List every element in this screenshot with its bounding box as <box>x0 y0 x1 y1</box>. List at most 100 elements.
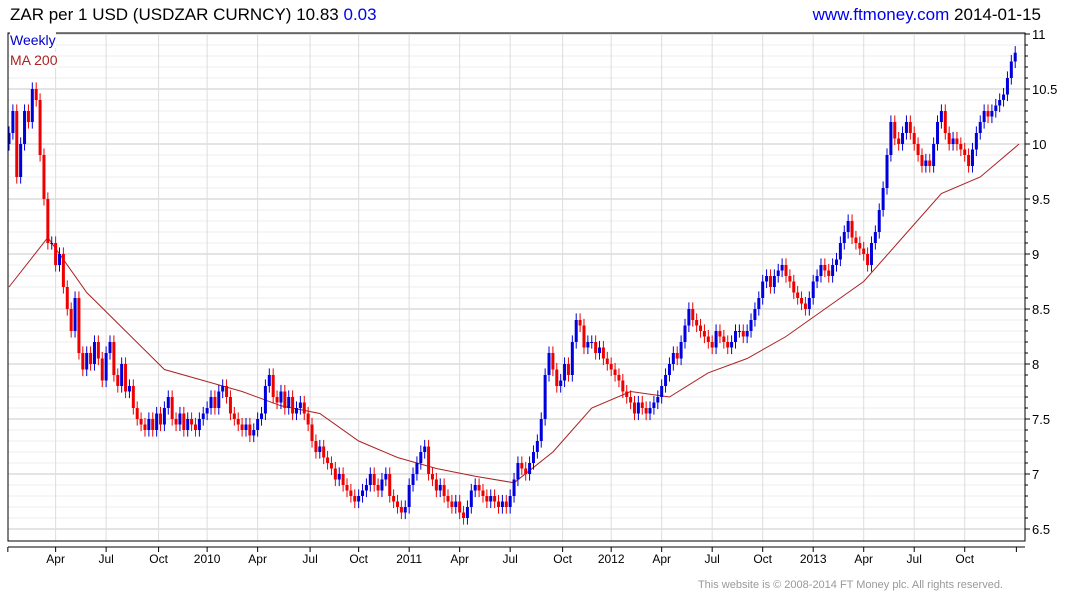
x-tick-label: Apr <box>652 552 671 566</box>
candle-up <box>547 346 551 382</box>
candle-body <box>69 309 73 331</box>
candle-body <box>959 144 963 150</box>
candle-up <box>776 263 780 283</box>
candle-body <box>749 320 753 331</box>
candle-body <box>819 265 823 276</box>
candle-up <box>197 412 201 437</box>
candle-down <box>768 269 772 294</box>
candle-body <box>302 402 306 414</box>
candle-body <box>963 149 967 155</box>
candle-body <box>392 496 396 502</box>
candle-up <box>648 401 652 421</box>
candle-body <box>640 402 644 408</box>
candle-down <box>520 456 524 476</box>
candle-body <box>450 501 454 507</box>
candle-body <box>722 336 726 342</box>
candle-up <box>656 390 660 410</box>
candle-down <box>450 494 454 514</box>
candle-down <box>131 379 135 415</box>
candle-body <box>147 419 151 430</box>
candle-down <box>213 390 217 415</box>
candle-down <box>139 412 143 432</box>
candle-up <box>419 445 423 470</box>
candle-down <box>850 214 854 245</box>
candle-down <box>240 417 244 437</box>
candle-down <box>823 258 827 278</box>
candle-up <box>166 390 170 415</box>
candle-down <box>322 439 326 465</box>
candle-down <box>326 450 330 470</box>
candle-down <box>955 131 959 151</box>
candle-down <box>613 362 617 382</box>
candle-down <box>920 148 924 173</box>
candle-body <box>1005 78 1009 95</box>
candle-body <box>96 342 100 359</box>
candle-down <box>912 126 916 151</box>
candle-up <box>528 456 532 481</box>
candle-up <box>260 406 264 426</box>
candle-body <box>951 138 955 144</box>
candle-down <box>566 357 570 382</box>
candle-up <box>368 467 372 492</box>
site-link[interactable]: www.ftmoney.com <box>812 5 950 24</box>
candle-body <box>497 501 501 507</box>
candle-up <box>267 368 271 393</box>
candle-up <box>263 379 267 421</box>
candle-up <box>679 335 683 366</box>
candle-down <box>908 115 912 140</box>
candle-down <box>236 412 240 432</box>
candle-down <box>800 291 804 311</box>
candle-body <box>687 309 691 326</box>
candle-up <box>108 335 112 360</box>
candle-up <box>279 384 283 410</box>
candle-body <box>877 210 881 232</box>
x-tick-label: Apr <box>46 552 65 566</box>
candle-body <box>38 100 42 155</box>
candle-down <box>228 390 232 421</box>
x-tick-label: 2012 <box>598 552 625 566</box>
candle-body <box>761 281 765 298</box>
candle-body <box>50 243 54 244</box>
candle-up <box>531 445 535 470</box>
candle-body <box>827 270 831 276</box>
candle-down <box>232 406 236 426</box>
candle-down <box>442 478 446 503</box>
candle-body <box>61 254 65 287</box>
candle-body <box>873 232 877 243</box>
candle-body <box>912 133 916 144</box>
candle-up <box>842 225 846 250</box>
candle-body <box>89 353 93 364</box>
candle-body <box>559 380 563 386</box>
candle-down <box>193 417 197 437</box>
candle-up <box>932 137 936 173</box>
x-tick-label: 2010 <box>194 552 221 566</box>
candle-body <box>120 364 124 386</box>
candle-up <box>384 467 388 487</box>
candle-body <box>493 496 497 502</box>
candle-body <box>193 424 197 430</box>
candle-up <box>936 115 940 151</box>
candle-up <box>147 412 151 437</box>
candle-body <box>423 446 427 452</box>
candle-body <box>34 89 38 100</box>
candle-body <box>228 397 232 414</box>
candle-up <box>411 467 415 492</box>
y-axis: 6.5 7 7.5 8 8.5 9 9.5 10 10.5 11 <box>1025 27 1057 537</box>
candle-body <box>201 413 205 419</box>
candle-up <box>590 335 594 349</box>
candle-down <box>65 280 69 316</box>
candle-down <box>151 412 155 437</box>
candle-body <box>329 463 333 469</box>
candle-body <box>465 507 469 518</box>
candle-body <box>186 419 190 430</box>
x-tick-label: 2011 <box>396 552 422 566</box>
candle-body <box>349 490 353 496</box>
candle-body <box>982 111 986 122</box>
candle-body <box>454 501 458 507</box>
candle-body <box>481 490 485 496</box>
candle-down <box>625 384 629 404</box>
candle-body <box>970 149 974 166</box>
candle-up <box>318 439 322 459</box>
candle-up <box>162 401 166 432</box>
